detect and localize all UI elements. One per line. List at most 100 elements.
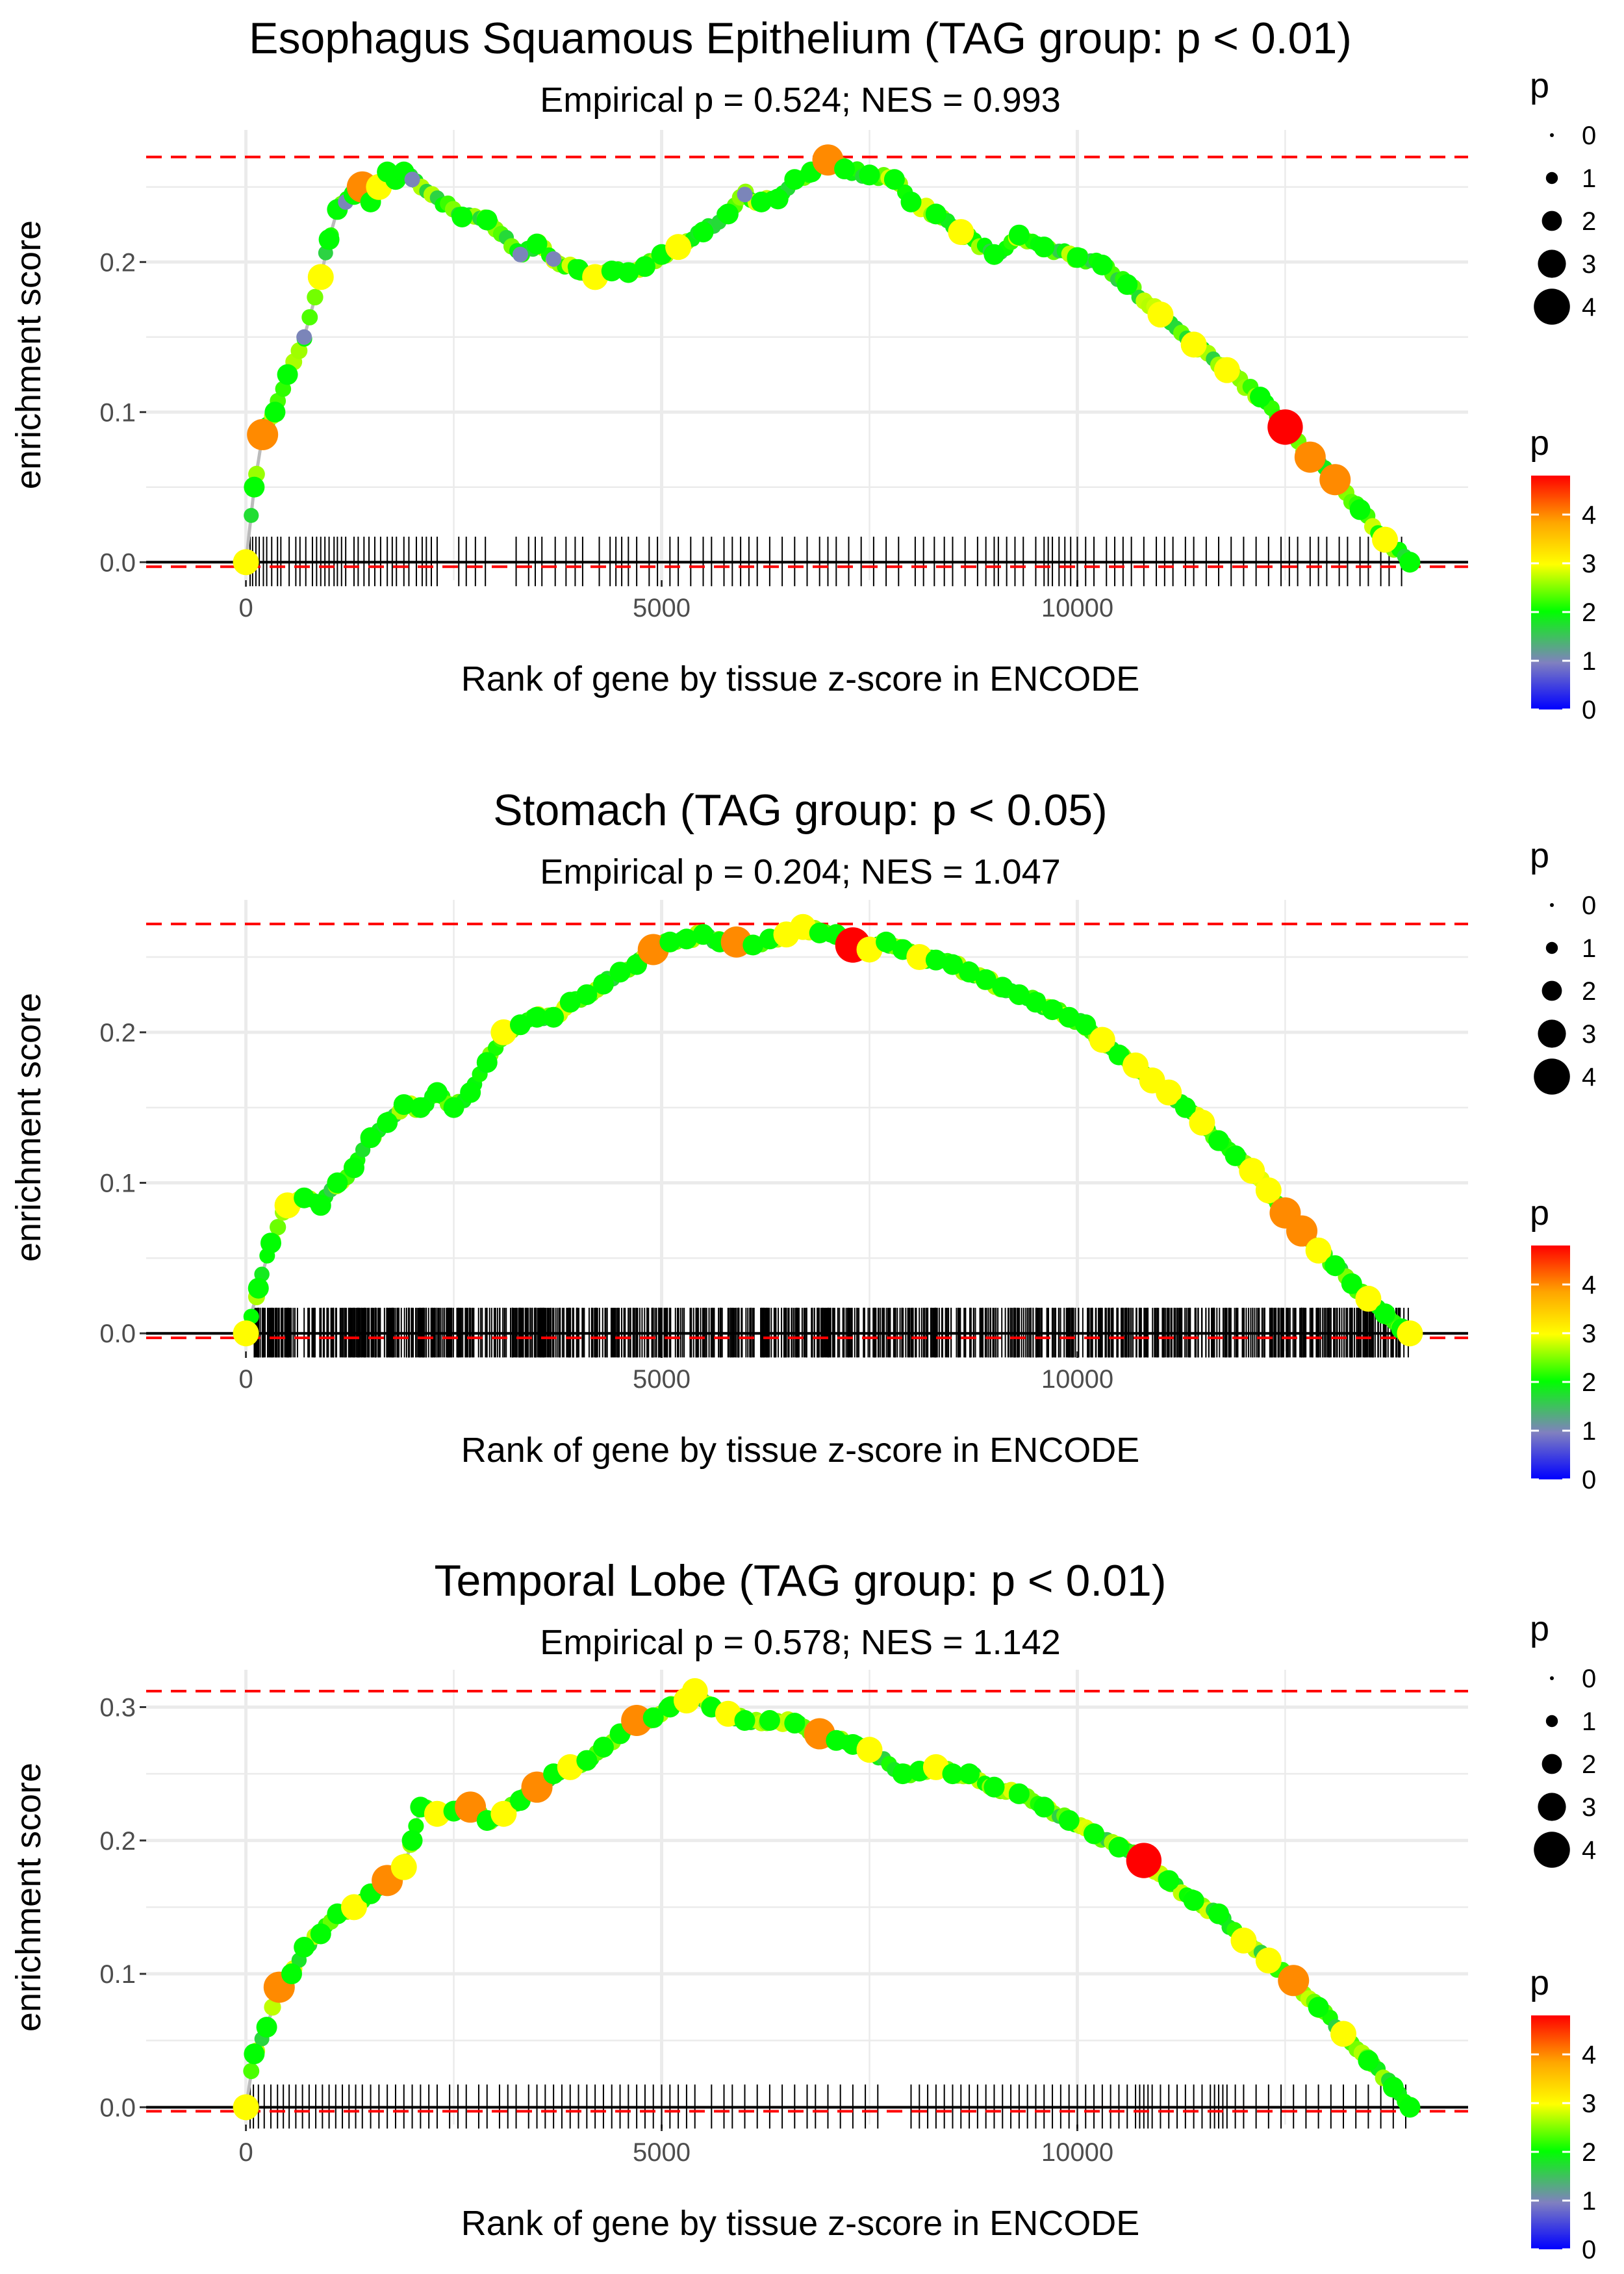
es-line	[244, 925, 1411, 1335]
gene-point	[476, 1052, 498, 1073]
size-key-dot	[1550, 133, 1554, 137]
y-tick-label: 0.3	[99, 1693, 136, 1722]
x-tick-label: 5000	[633, 2138, 691, 2167]
color-key-label: 0	[1582, 2236, 1596, 2264]
gene-point	[1034, 236, 1055, 258]
gene-point	[1230, 1927, 1257, 1954]
panel-title: Stomach (TAG group: p < 0.05)	[493, 786, 1108, 835]
gene-point	[992, 977, 1013, 998]
color-key-label: 1	[1582, 1417, 1596, 1446]
size-key-dot	[1542, 1754, 1562, 1774]
gene-point	[1308, 1997, 1329, 2018]
size-key-label: 3	[1582, 250, 1596, 279]
x-tick-label: 10000	[1041, 594, 1113, 622]
gene-point	[900, 191, 922, 212]
gene-point	[401, 1830, 423, 1851]
gene-point	[327, 1172, 348, 1194]
panel-title: Temporal Lobe (TAG group: p < 0.01)	[434, 1556, 1166, 1605]
plot-area: 0.0 0.1 0.2 0.3 0 5000 10000	[99, 1670, 1468, 2167]
panel-subtitle: Empirical p = 0.204; NES = 1.047	[540, 852, 1060, 891]
gene-point	[942, 954, 963, 975]
gene-point	[377, 1112, 398, 1133]
panel-subtitle: Empirical p = 0.578; NES = 1.142	[540, 1623, 1060, 1662]
gene-point	[1075, 1014, 1097, 1036]
x-axis-label: Rank of gene by tissue z-score in ENCODE	[461, 2204, 1139, 2243]
gene-point	[734, 1710, 755, 1731]
y-tick-label: 0.2	[99, 1019, 136, 1047]
size-legend-title: p	[1530, 836, 1549, 875]
gene-point	[618, 262, 639, 283]
color-bar	[1531, 1246, 1570, 1479]
color-key-label: 3	[1582, 550, 1596, 578]
panel-title: Esophagus Squamous Epithelium (TAG group…	[249, 14, 1352, 63]
x-tick-label: 5000	[633, 1365, 691, 1394]
gene-point	[1349, 499, 1371, 520]
gene-point	[1123, 1052, 1149, 1079]
gene-point	[559, 991, 581, 1013]
gene-point	[826, 1730, 847, 1751]
gene-point	[233, 549, 259, 576]
size-key-label: 1	[1582, 934, 1596, 963]
gene-point	[1067, 247, 1088, 268]
y-tick-label: 0.0	[99, 548, 136, 577]
gene-point	[1156, 1079, 1182, 1106]
plot-area: 0.0 0.1 0.2 0 5000 10000	[99, 900, 1468, 1394]
gene-point	[975, 969, 996, 990]
size-key-dot	[1550, 903, 1554, 907]
gene-point	[959, 1763, 980, 1785]
color-legend-title: p	[1530, 424, 1549, 463]
gene-point	[1208, 1903, 1230, 1924]
color-key-label: 0	[1582, 1466, 1596, 1494]
gene-point	[1189, 1109, 1215, 1136]
size-key-dot	[1538, 1019, 1566, 1048]
size-key-dot	[1538, 1793, 1566, 1821]
x-tick-label: 10000	[1041, 2138, 1113, 2167]
color-key-label: 0	[1582, 696, 1596, 724]
gene-point	[942, 1763, 963, 1785]
gene-point	[759, 1710, 780, 1731]
gene-point	[509, 1014, 531, 1036]
y-axis-label: enrichment score	[9, 993, 48, 1262]
gene-point	[925, 949, 946, 971]
color-key-label: 4	[1582, 1271, 1596, 1299]
gene-point	[1250, 387, 1271, 408]
gene-point	[343, 1157, 364, 1179]
gene-point	[1089, 1027, 1115, 1053]
panel-temporal-lobe: Temporal Lobe (TAG group: p < 0.01) Empi…	[9, 1556, 1596, 2264]
color-legend: p 4 3 2 1 0	[1530, 424, 1596, 724]
panel-esophagus: Esophagus Squamous Epithelium (TAG group…	[9, 14, 1596, 724]
gene-point	[959, 962, 980, 983]
gene-point	[455, 1791, 487, 1823]
gene-point	[281, 1963, 302, 1985]
gene-point	[751, 191, 772, 212]
gene-point	[1180, 331, 1207, 358]
size-key-dot	[1534, 1058, 1570, 1095]
size-legend: p 0 1 2 3 4	[1530, 836, 1596, 1095]
gene-point	[1286, 1215, 1318, 1247]
gene-point	[270, 1219, 286, 1236]
plot-area: 0.0 0.1 0.2 0 5000 10000	[99, 130, 1468, 622]
gene-point	[526, 233, 548, 255]
gene-point	[1267, 409, 1303, 445]
gene-point	[983, 1776, 1005, 1798]
gene-point	[310, 1923, 331, 1945]
gene-point	[1355, 1285, 1382, 1312]
gene-point	[737, 186, 753, 203]
x-tick-label: 0	[238, 2138, 253, 2167]
color-bar	[1531, 476, 1570, 709]
gene-point	[1341, 1273, 1362, 1294]
gene-point	[592, 1737, 614, 1758]
gene-point	[948, 219, 974, 246]
size-key-label: 2	[1582, 1750, 1596, 1779]
color-key-label: 2	[1582, 2138, 1596, 2167]
gene-point	[1358, 2050, 1379, 2071]
size-key-label: 4	[1582, 293, 1596, 322]
gene-point	[451, 206, 473, 227]
color-legend: p 4 3 2 1 0	[1530, 1963, 1596, 2264]
color-key-label: 2	[1582, 1368, 1596, 1397]
size-key-dot	[1550, 1676, 1554, 1680]
size-legend: p 0 1 2 3 4	[1530, 1609, 1596, 1868]
gene-point	[264, 402, 286, 423]
gene-point	[318, 229, 340, 250]
gene-point	[876, 931, 897, 952]
